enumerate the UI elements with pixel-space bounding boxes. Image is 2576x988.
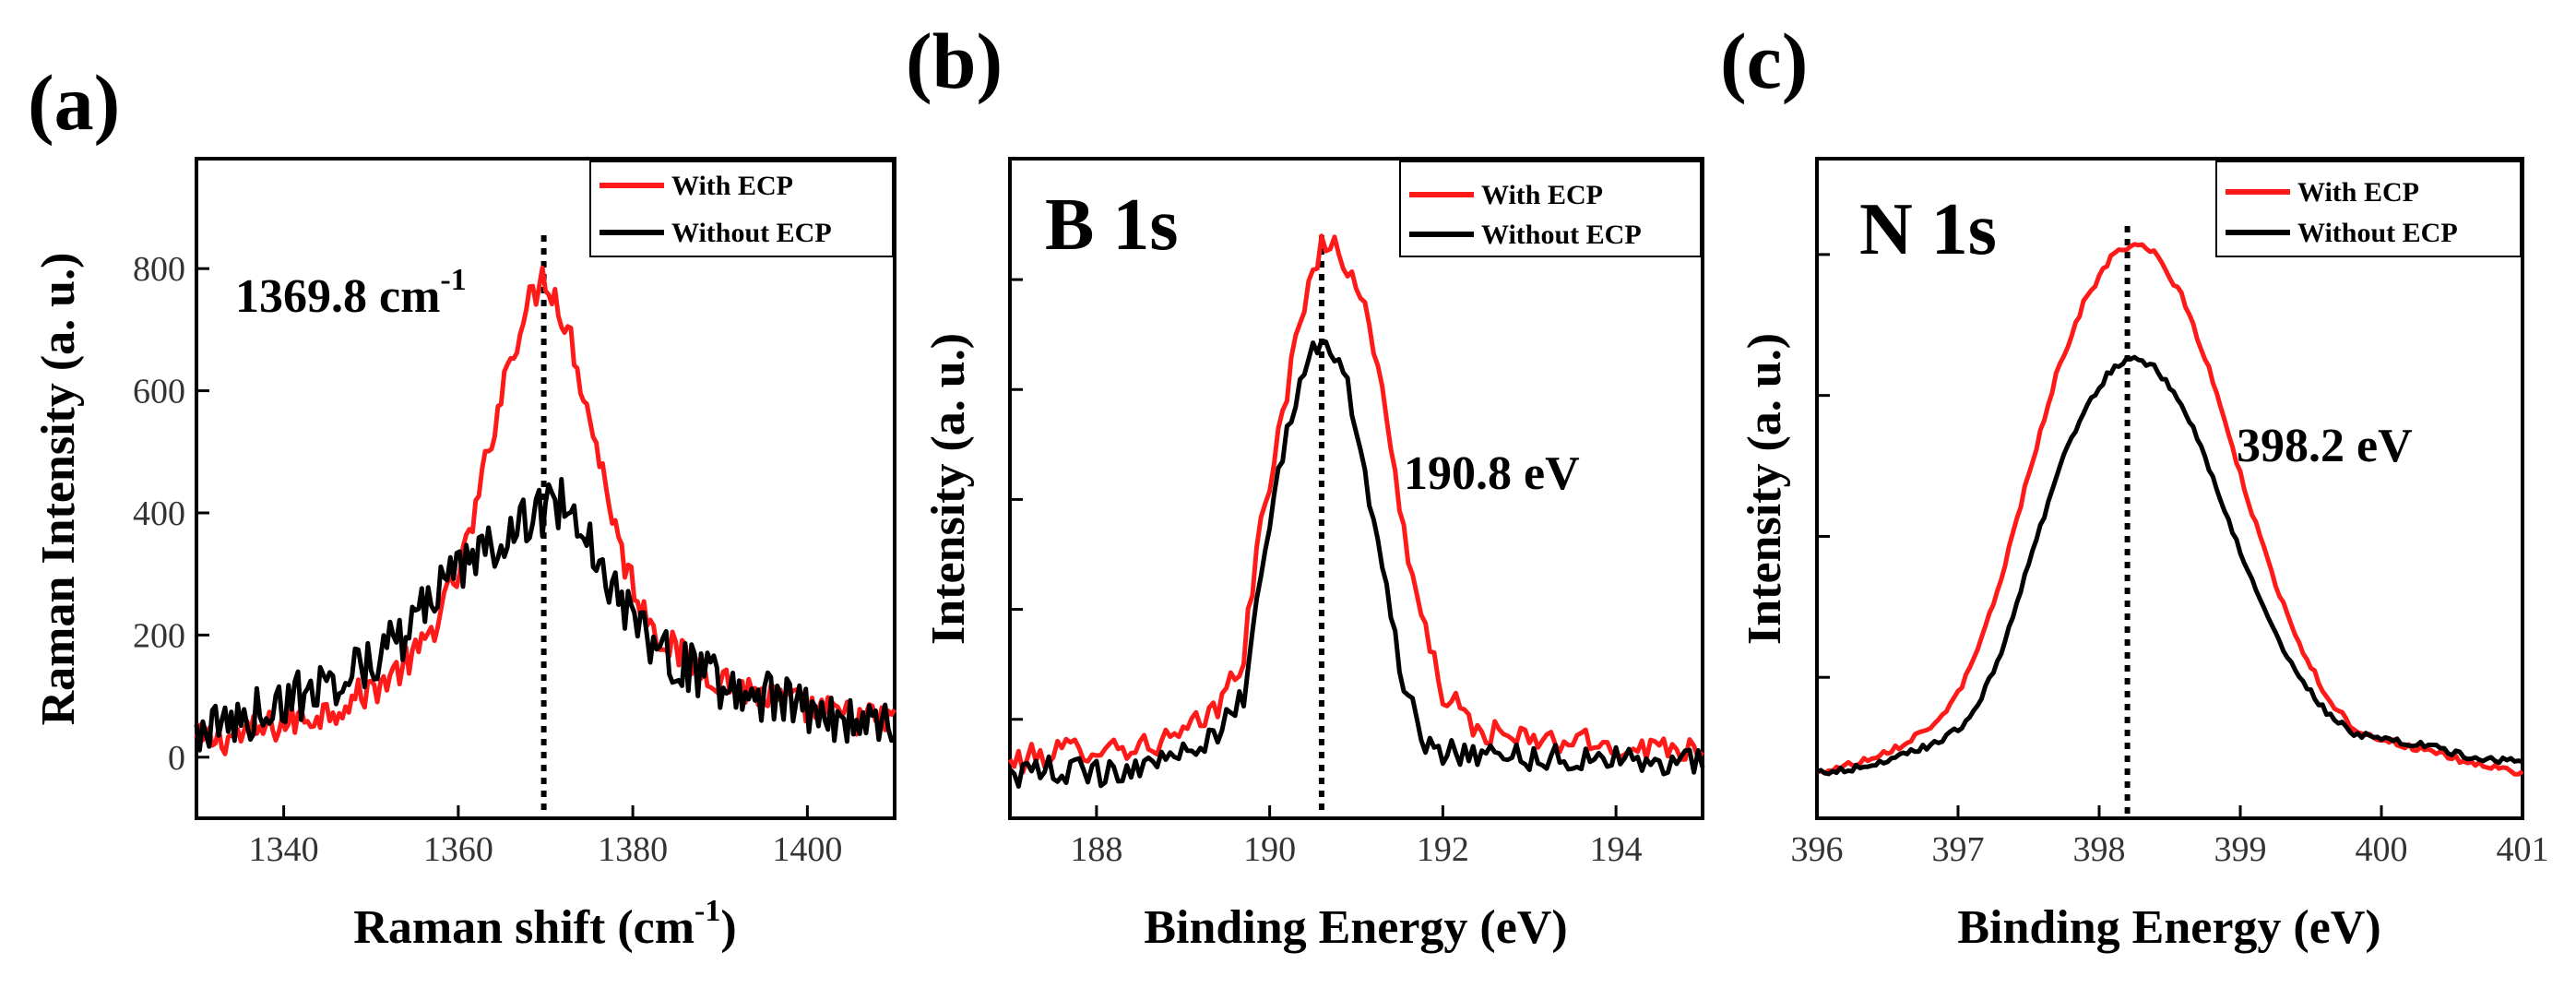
x-axis-title-b: Binding Energy (eV) [1144,901,1567,954]
y-axis-title-a: Raman Intensity (a. u.) [32,253,85,726]
ticks-c: 396 397 398 399 400 401 [1791,253,2549,869]
x-axis-title-a-main: Raman shift (cm [353,901,694,954]
series-line-a-without-ecp [194,477,896,753]
plot-frame-b [1008,157,1704,820]
series-line-c-without-ecp [1816,354,2523,777]
x-tick-label-b-190: 190 [1243,830,1296,869]
x-axis-title-a-sup: -1 [694,894,720,928]
x-axis-title-a-end: ) [720,901,736,954]
x-tick-label-a-1360: 1360 [423,830,493,869]
x-tick-label-c-396: 396 [1791,830,1844,869]
ticks-a: 1340 1360 1380 1400 0 200 400 600 800 [133,250,842,869]
series-c [1816,242,2524,777]
legend-label-without-ecp-c: Without ECP [2297,218,2458,248]
peak-annotation-b: 190.8 eV [1404,447,1580,500]
x-tick-label-a-1380: 1380 [598,830,668,869]
peak-annotation-a: 1369.8 cm-1 [235,263,467,323]
x-tick-label-b-192: 192 [1417,830,1469,869]
legend-c: With ECP Without ECP [2215,161,2522,257]
legend-label-with-ecp-a: With ECP [671,171,793,201]
x-axis-title-c: Binding Energy (eV) [1957,901,2380,954]
legend-b: With ECP Without ECP [1399,161,1702,257]
x-tick-label-b-188: 188 [1070,830,1122,869]
y-tick-label-a-400: 400 [133,494,185,533]
y-axis-title-c: Intensity (a. u.) [1739,333,1791,645]
series-line-b-with-ecp [1007,233,1705,775]
x-tick-label-c-400: 400 [2356,830,2408,869]
legend-label-without-ecp-b: Without ECP [1481,220,1642,250]
y-tick-label-a-600: 600 [133,373,185,411]
legend-label-with-ecp-c: With ECP [2297,177,2419,208]
x-tick-label-c-401: 401 [2497,830,2549,869]
plot-frame-c [1815,157,2524,820]
panel-letter-a: (a) [28,58,120,147]
x-tick-label-c-398: 398 [2073,830,2126,869]
x-tick-label-b-194: 194 [1590,830,1643,869]
y-tick-label-a-200: 200 [133,616,185,655]
legend-a: With ECP Without ECP [589,161,894,257]
x-tick-label-c-399: 399 [2214,830,2267,869]
y-tick-label-a-800: 800 [133,250,185,289]
peak-annotation-a-sup: -1 [440,263,466,297]
series-line-b-without-ecp [1008,338,1705,789]
legend-box-c [2215,161,2522,257]
legend-box-a [589,161,894,257]
x-tick-label-a-1400: 1400 [772,830,842,869]
legend-box-b [1399,161,1702,257]
x-tick-label-c-397: 397 [1932,830,1985,869]
panel-letter-c: (c) [1720,17,1808,105]
series-a [194,265,897,756]
y-axis-title-b: Intensity (a. u.) [922,333,975,645]
panel-letter-b: (b) [906,17,1003,105]
legend-label-without-ecp-a: Without ECP [671,218,832,248]
series-b [1007,233,1705,789]
panel-c: (c) 396 397 398 399 400 401 N 1s 398.2 eV Wit… [1720,17,2549,954]
ticks-b: 188 190 192 194 [1010,278,1643,869]
panel-a: (a) 1340 1360 1380 1400 0 200 400 600 800 1369.8… [28,58,897,954]
element-label-b: B 1s [1045,185,1179,266]
y-tick-label-a-0: 0 [168,739,185,778]
peak-annotation-a-main: 1369.8 cm [235,270,440,323]
legend-label-with-ecp-b: With ECP [1481,180,1603,210]
x-tick-label-a-1340: 1340 [249,830,319,869]
element-label-c: N 1s [1859,189,1997,270]
peak-annotation-c: 398.2 eV [2237,420,2413,472]
x-axis-title-a: Raman shift (cm-1) [353,894,736,954]
panel-b: (b) 188 190 192 194 B 1s 190.8 eV With ECP … [906,17,1705,954]
series-line-c-with-ecp [1816,242,2524,777]
